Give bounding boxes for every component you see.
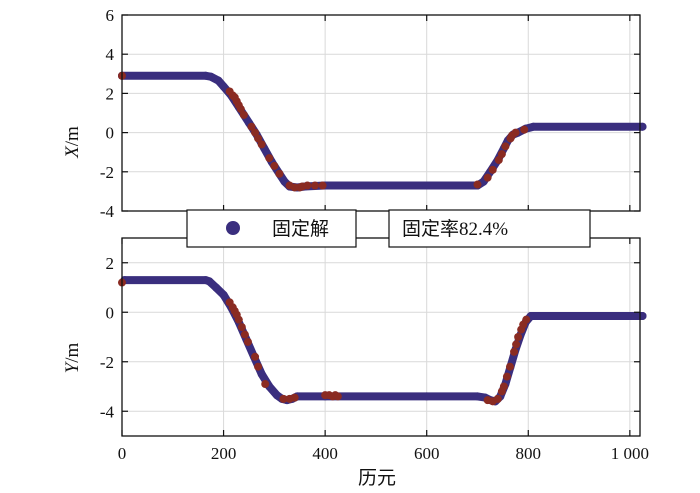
series-float-point bbox=[265, 154, 274, 163]
series-float-point bbox=[510, 347, 519, 356]
series-float-point bbox=[239, 110, 248, 119]
series-float-point bbox=[520, 125, 529, 134]
series-float-point bbox=[473, 180, 482, 189]
series-float-point bbox=[251, 352, 260, 361]
series-float-point bbox=[522, 315, 531, 324]
y-tick-label: 2 bbox=[106, 84, 115, 103]
series-float-point bbox=[236, 105, 245, 114]
y-label-bottom-var: Y bbox=[62, 360, 83, 373]
series-fixed-point bbox=[206, 72, 215, 81]
series-float-point bbox=[254, 362, 263, 371]
series-float-point bbox=[310, 181, 319, 190]
series-float-point bbox=[497, 150, 506, 159]
y-tick-label: 4 bbox=[106, 45, 115, 64]
y-tick-label: -2 bbox=[100, 353, 114, 372]
series-float-point bbox=[279, 394, 288, 403]
series-float-point bbox=[237, 323, 246, 332]
series-float-point bbox=[488, 165, 497, 174]
series-float-point bbox=[318, 181, 327, 190]
y-axis-label-bottom: Y/m bbox=[62, 342, 83, 373]
legend-marker-dot bbox=[226, 221, 240, 235]
series-float-point bbox=[511, 128, 520, 137]
series-float-point bbox=[502, 372, 511, 381]
series-fixed-point bbox=[214, 76, 223, 85]
y-label-bottom-unit: /m bbox=[62, 342, 83, 362]
y-tick-label: 2 bbox=[106, 254, 115, 273]
series-fixed-point bbox=[529, 122, 538, 131]
y-tick-label: 6 bbox=[106, 6, 115, 25]
x-tick-label: 1 000 bbox=[611, 444, 649, 463]
series-fixed-point bbox=[205, 277, 214, 286]
series-float-point bbox=[270, 161, 279, 170]
series-fixed-point bbox=[422, 181, 431, 190]
y-label-top-unit: /m bbox=[62, 126, 83, 146]
series-fixed-line bbox=[118, 71, 647, 192]
panel-x-position: -4 -2 0 2 4 6 bbox=[100, 6, 647, 221]
series-float-point bbox=[240, 330, 249, 339]
series-float-point bbox=[290, 393, 299, 402]
series-fixed-line bbox=[120, 276, 647, 406]
series-fixed-point bbox=[422, 392, 431, 401]
series-float-point bbox=[303, 181, 312, 190]
axes-frame bbox=[121, 14, 641, 212]
fix-rate-text: 固定率82.4% bbox=[402, 218, 508, 240]
series-float-point bbox=[234, 315, 243, 324]
series-float-point bbox=[499, 382, 508, 391]
y-label-top-var: X bbox=[62, 145, 83, 159]
x-tick-label: 600 bbox=[414, 444, 440, 463]
series-float-point bbox=[254, 134, 263, 143]
legend-label-fixed: 固定解 bbox=[272, 218, 329, 240]
y-tick-label: 0 bbox=[106, 303, 115, 322]
series-float-point bbox=[501, 142, 510, 151]
axes-frame bbox=[121, 237, 641, 437]
series-float-point bbox=[251, 128, 260, 137]
legend-box bbox=[186, 209, 357, 248]
series-fixed-point bbox=[219, 82, 228, 91]
y-tick-label: -4 bbox=[100, 402, 115, 421]
series-float-point bbox=[512, 340, 521, 349]
series-fixed-point bbox=[473, 392, 482, 401]
series-fixed-point bbox=[219, 290, 228, 299]
x-tick-label: 400 bbox=[312, 444, 338, 463]
series-float-point bbox=[243, 337, 252, 346]
x-tick-label: 800 bbox=[516, 444, 542, 463]
y-tick-label: -4 bbox=[100, 202, 115, 221]
series-fixed-point bbox=[211, 283, 220, 292]
series-float-point bbox=[494, 156, 503, 165]
fix-rate-box bbox=[388, 209, 591, 248]
y-axis-label-top: X/m bbox=[62, 126, 83, 159]
series-fixed-point bbox=[257, 370, 266, 379]
series-float-point bbox=[493, 394, 502, 403]
series-float-point bbox=[275, 169, 284, 178]
series-float-point bbox=[505, 362, 514, 371]
x-tick-label: 200 bbox=[211, 444, 237, 463]
x-tick-label: 0 bbox=[118, 444, 127, 463]
panel-y-position: -4 -2 0 2 0 200 400 600 800 1 000 bbox=[100, 237, 649, 463]
series-float-point bbox=[514, 333, 523, 341]
series-float-point bbox=[483, 173, 492, 182]
legend: 固定解 固定率82.4% bbox=[186, 209, 591, 248]
series-float-point bbox=[247, 122, 256, 131]
x-axis-label: 历元 bbox=[358, 468, 396, 489]
series-float-point bbox=[261, 380, 270, 389]
y-tick-label: -2 bbox=[100, 163, 114, 182]
series-float-point bbox=[333, 392, 342, 401]
series-float-point bbox=[257, 140, 266, 149]
y-tick-label: 0 bbox=[106, 124, 115, 143]
